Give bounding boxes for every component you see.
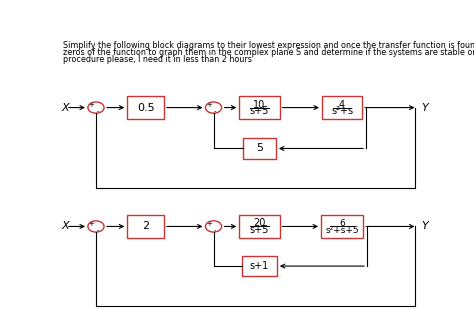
FancyBboxPatch shape: [127, 96, 164, 119]
Text: X: X: [61, 221, 69, 231]
Text: 2: 2: [142, 221, 149, 231]
Text: Simplify the following block diagrams to their lowest expression and once the tr: Simplify the following block diagrams to…: [63, 41, 474, 50]
Text: procedure please, I need it in less than 2 hours: procedure please, I need it in less than…: [63, 55, 252, 64]
Circle shape: [205, 102, 222, 113]
FancyBboxPatch shape: [321, 215, 363, 238]
FancyBboxPatch shape: [239, 215, 280, 238]
FancyBboxPatch shape: [242, 256, 277, 276]
Text: 4: 4: [339, 100, 345, 110]
Text: 6: 6: [339, 219, 345, 228]
Text: +: +: [206, 102, 212, 108]
Text: Y: Y: [421, 103, 428, 113]
Circle shape: [88, 221, 104, 232]
Text: -: -: [96, 227, 99, 233]
Circle shape: [88, 102, 104, 113]
FancyBboxPatch shape: [322, 96, 362, 119]
Text: +: +: [89, 102, 94, 108]
Circle shape: [205, 221, 222, 232]
Text: Y: Y: [421, 221, 428, 231]
Text: -: -: [214, 108, 217, 114]
Text: 0.5: 0.5: [137, 103, 155, 113]
Text: s+5: s+5: [250, 107, 269, 117]
Text: zeros of the function to graph them in the complex plane S and determine if the : zeros of the function to graph them in t…: [63, 48, 474, 57]
FancyBboxPatch shape: [127, 215, 164, 238]
Text: 10: 10: [253, 100, 265, 110]
Text: 20: 20: [253, 218, 265, 228]
Text: +: +: [206, 221, 212, 227]
Text: s²+s: s²+s: [331, 107, 353, 117]
Text: s+5: s+5: [250, 225, 269, 235]
Text: s+1: s+1: [250, 261, 269, 271]
Text: 5: 5: [256, 143, 263, 153]
Text: -: -: [214, 227, 217, 233]
Text: X: X: [61, 103, 69, 113]
FancyBboxPatch shape: [243, 138, 276, 159]
Text: +: +: [89, 221, 94, 227]
Text: s²+s+5: s²+s+5: [325, 226, 359, 235]
Text: -: -: [96, 108, 99, 114]
FancyBboxPatch shape: [239, 96, 280, 119]
